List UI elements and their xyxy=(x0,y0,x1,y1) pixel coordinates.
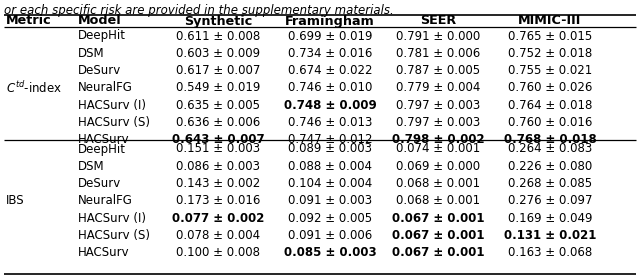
Text: 0.131 ± 0.021: 0.131 ± 0.021 xyxy=(504,229,596,242)
Text: HACSurv: HACSurv xyxy=(78,246,130,259)
Text: 0.086 ± 0.003: 0.086 ± 0.003 xyxy=(176,160,260,173)
Text: Framingham: Framingham xyxy=(285,15,375,28)
Text: HACSurv (S): HACSurv (S) xyxy=(78,116,150,129)
Text: 0.100 ± 0.008: 0.100 ± 0.008 xyxy=(176,246,260,259)
Text: DeepHit: DeepHit xyxy=(78,30,126,43)
Text: HACSurv (I): HACSurv (I) xyxy=(78,99,146,112)
Text: 0.635 ± 0.005: 0.635 ± 0.005 xyxy=(176,99,260,112)
Text: HACSurv (I): HACSurv (I) xyxy=(78,212,146,225)
Text: 0.636 ± 0.006: 0.636 ± 0.006 xyxy=(176,116,260,129)
Text: 0.611 ± 0.008: 0.611 ± 0.008 xyxy=(176,30,260,43)
Text: 0.089 ± 0.003: 0.089 ± 0.003 xyxy=(288,142,372,155)
Text: 0.797 ± 0.003: 0.797 ± 0.003 xyxy=(396,116,480,129)
Text: 0.643 ± 0.007: 0.643 ± 0.007 xyxy=(172,133,264,146)
Text: 0.169 ± 0.049: 0.169 ± 0.049 xyxy=(508,212,592,225)
Text: 0.068 ± 0.001: 0.068 ± 0.001 xyxy=(396,177,480,190)
Text: 0.699 ± 0.019: 0.699 ± 0.019 xyxy=(288,30,372,43)
Text: MIMIC-III: MIMIC-III xyxy=(518,15,582,28)
Text: 0.104 ± 0.004: 0.104 ± 0.004 xyxy=(288,177,372,190)
Text: Synthetic: Synthetic xyxy=(184,15,252,28)
Text: 0.264 ± 0.083: 0.264 ± 0.083 xyxy=(508,142,592,155)
Text: DeSurv: DeSurv xyxy=(78,64,121,77)
Text: 0.760 ± 0.016: 0.760 ± 0.016 xyxy=(508,116,592,129)
Text: 0.791 ± 0.000: 0.791 ± 0.000 xyxy=(396,30,480,43)
Text: SEER: SEER xyxy=(420,15,456,28)
Text: 0.068 ± 0.001: 0.068 ± 0.001 xyxy=(396,194,480,207)
Text: 0.067 ± 0.001: 0.067 ± 0.001 xyxy=(392,229,484,242)
Text: 0.091 ± 0.006: 0.091 ± 0.006 xyxy=(288,229,372,242)
Text: 0.746 ± 0.013: 0.746 ± 0.013 xyxy=(288,116,372,129)
Text: 0.781 ± 0.006: 0.781 ± 0.006 xyxy=(396,47,480,60)
Text: 0.798 ± 0.002: 0.798 ± 0.002 xyxy=(392,133,484,146)
Text: HACSurv (S): HACSurv (S) xyxy=(78,229,150,242)
Text: 0.797 ± 0.003: 0.797 ± 0.003 xyxy=(396,99,480,112)
Text: 0.173 ± 0.016: 0.173 ± 0.016 xyxy=(176,194,260,207)
Text: 0.074 ± 0.001: 0.074 ± 0.001 xyxy=(396,142,480,155)
Text: 0.603 ± 0.009: 0.603 ± 0.009 xyxy=(176,47,260,60)
Text: 0.078 ± 0.004: 0.078 ± 0.004 xyxy=(176,229,260,242)
Text: 0.747 ± 0.012: 0.747 ± 0.012 xyxy=(288,133,372,146)
Text: 0.674 ± 0.022: 0.674 ± 0.022 xyxy=(288,64,372,77)
Text: NeuralFG: NeuralFG xyxy=(78,81,133,94)
Text: Model: Model xyxy=(78,15,122,28)
Text: 0.617 ± 0.007: 0.617 ± 0.007 xyxy=(176,64,260,77)
Text: 0.760 ± 0.026: 0.760 ± 0.026 xyxy=(508,81,592,94)
Text: Metric: Metric xyxy=(6,15,52,28)
Text: 0.085 ± 0.003: 0.085 ± 0.003 xyxy=(284,246,376,259)
Text: 0.067 ± 0.001: 0.067 ± 0.001 xyxy=(392,212,484,225)
Text: 0.734 ± 0.016: 0.734 ± 0.016 xyxy=(288,47,372,60)
Text: 0.143 ± 0.002: 0.143 ± 0.002 xyxy=(176,177,260,190)
Text: 0.787 ± 0.005: 0.787 ± 0.005 xyxy=(396,64,480,77)
Text: 0.768 ± 0.018: 0.768 ± 0.018 xyxy=(504,133,596,146)
Text: 0.077 ± 0.002: 0.077 ± 0.002 xyxy=(172,212,264,225)
Text: DeSurv: DeSurv xyxy=(78,177,121,190)
Text: 0.748 ± 0.009: 0.748 ± 0.009 xyxy=(284,99,376,112)
Text: 0.163 ± 0.068: 0.163 ± 0.068 xyxy=(508,246,592,259)
Text: 0.091 ± 0.003: 0.091 ± 0.003 xyxy=(288,194,372,207)
Text: 0.765 ± 0.015: 0.765 ± 0.015 xyxy=(508,30,592,43)
Text: 0.092 ± 0.005: 0.092 ± 0.005 xyxy=(288,212,372,225)
Text: 0.779 ± 0.004: 0.779 ± 0.004 xyxy=(396,81,480,94)
Text: 0.268 ± 0.085: 0.268 ± 0.085 xyxy=(508,177,592,190)
Text: 0.226 ± 0.080: 0.226 ± 0.080 xyxy=(508,160,592,173)
Text: DeepHit: DeepHit xyxy=(78,142,126,155)
Text: 0.151 ± 0.003: 0.151 ± 0.003 xyxy=(176,142,260,155)
Text: DSM: DSM xyxy=(78,160,104,173)
Text: $C^{td}$-index: $C^{td}$-index xyxy=(6,80,62,96)
Text: HACSurv: HACSurv xyxy=(78,133,130,146)
Text: 0.069 ± 0.000: 0.069 ± 0.000 xyxy=(396,160,480,173)
Text: IBS: IBS xyxy=(6,194,24,207)
Text: 0.746 ± 0.010: 0.746 ± 0.010 xyxy=(288,81,372,94)
Text: 0.764 ± 0.018: 0.764 ± 0.018 xyxy=(508,99,592,112)
Text: 0.549 ± 0.019: 0.549 ± 0.019 xyxy=(176,81,260,94)
Text: 0.755 ± 0.021: 0.755 ± 0.021 xyxy=(508,64,592,77)
Text: DSM: DSM xyxy=(78,47,104,60)
Text: 0.276 ± 0.097: 0.276 ± 0.097 xyxy=(508,194,592,207)
Text: or each specific risk are provided in the supplementary materials.: or each specific risk are provided in th… xyxy=(4,4,394,17)
Text: 0.088 ± 0.004: 0.088 ± 0.004 xyxy=(288,160,372,173)
Text: 0.752 ± 0.018: 0.752 ± 0.018 xyxy=(508,47,592,60)
Text: 0.067 ± 0.001: 0.067 ± 0.001 xyxy=(392,246,484,259)
Text: NeuralFG: NeuralFG xyxy=(78,194,133,207)
